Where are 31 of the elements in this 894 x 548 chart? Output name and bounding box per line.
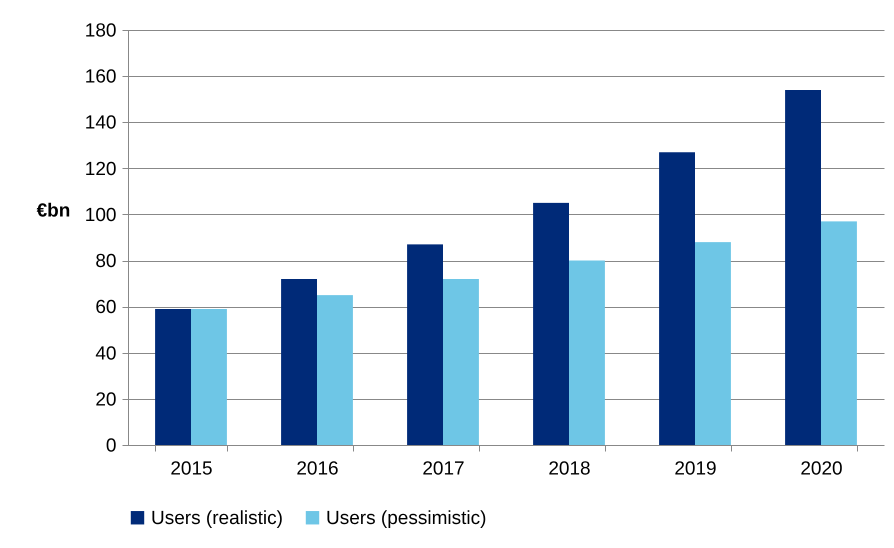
- legend-label: Users (pessimistic): [326, 508, 486, 529]
- y-tick-label: 160: [84, 66, 116, 88]
- bar: [281, 279, 317, 445]
- legend-label: Users (realistic): [151, 508, 283, 529]
- y-tick-label: 60: [95, 297, 116, 318]
- x-tick-label: 2017: [422, 458, 465, 480]
- x-tick-label: 2018: [548, 458, 591, 480]
- y-tick-label: 120: [84, 158, 116, 180]
- bar: [533, 202, 569, 445]
- y-tick-label: 180: [84, 20, 116, 42]
- bar: [317, 295, 353, 445]
- bar: [659, 152, 695, 445]
- x-tick-label: 2015: [170, 458, 213, 480]
- bar: [407, 244, 443, 445]
- bar: [821, 221, 857, 445]
- bar: [785, 90, 821, 445]
- bar: [191, 308, 227, 445]
- x-tick-label: 2016: [296, 458, 339, 480]
- y-axis-title: €bn: [36, 200, 70, 222]
- y-tick-label: 80: [95, 251, 116, 272]
- bar: [155, 308, 191, 445]
- x-tick-label: 2020: [800, 458, 843, 480]
- y-tick-label: 100: [84, 204, 116, 226]
- bar: [569, 260, 605, 445]
- y-tick-label: 40: [95, 343, 116, 364]
- bar: [695, 242, 731, 445]
- x-tick-label: 2019: [674, 458, 717, 480]
- y-tick-label: 20: [95, 389, 116, 410]
- y-tick-label: 0: [106, 436, 116, 456]
- bar: [443, 279, 479, 445]
- y-tick-label: 140: [84, 112, 116, 134]
